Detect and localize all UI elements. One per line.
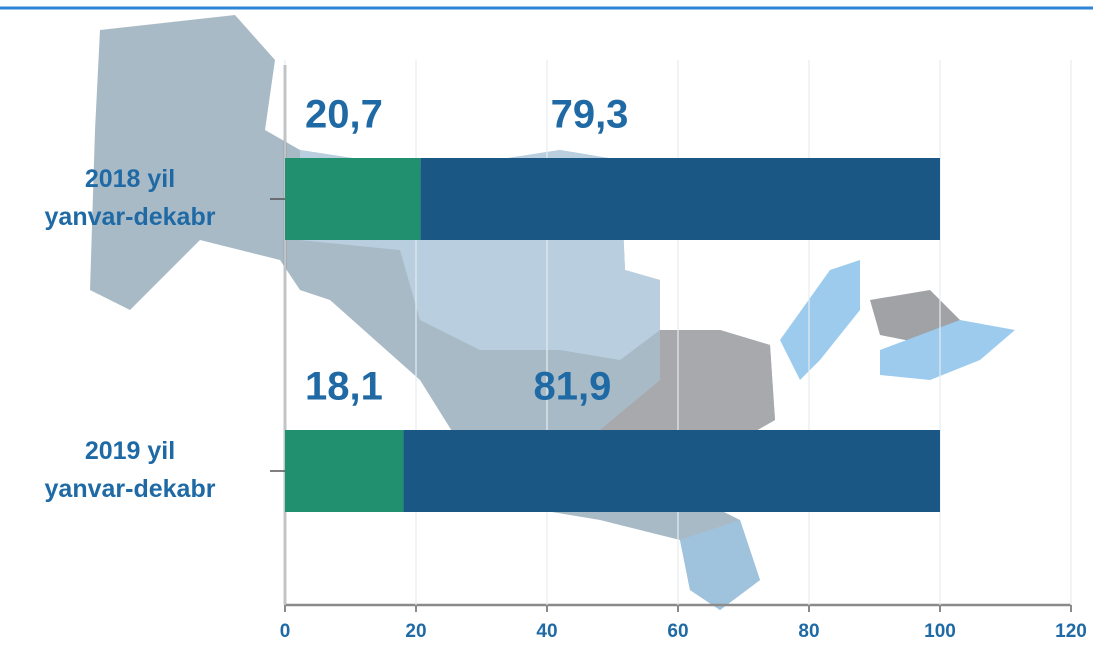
value-label: 18,1 [305, 365, 383, 409]
x-tick-label: 120 [1055, 621, 1087, 642]
value-label: 20,7 [305, 93, 383, 137]
bar-segment [420, 158, 941, 240]
x-tick-label: 40 [536, 621, 557, 642]
y-tick-label-line: yanvar-dekabr [45, 203, 216, 231]
x-tick-label: 100 [924, 621, 956, 642]
x-tick-label: 0 [280, 621, 291, 642]
y-tick-label-line: 2018 yil [85, 165, 175, 193]
value-label: 79,3 [551, 93, 629, 137]
y-tick-label: 2018 yil yanvar-dekabr [45, 165, 216, 231]
bar-segment [285, 158, 421, 240]
x-tick-label: 60 [667, 621, 688, 642]
y-tick-label-line: 2019 yil [85, 437, 175, 465]
y-tick-label-line: yanvar-dekabr [45, 475, 216, 503]
y-tick-label: 2019 yil yanvar-dekabr [45, 437, 216, 503]
value-label: 81,9 [534, 365, 612, 409]
bar-segment [285, 430, 404, 512]
x-tick-label: 20 [405, 621, 426, 642]
bar-segment [403, 430, 940, 512]
x-tick-label: 80 [798, 621, 819, 642]
